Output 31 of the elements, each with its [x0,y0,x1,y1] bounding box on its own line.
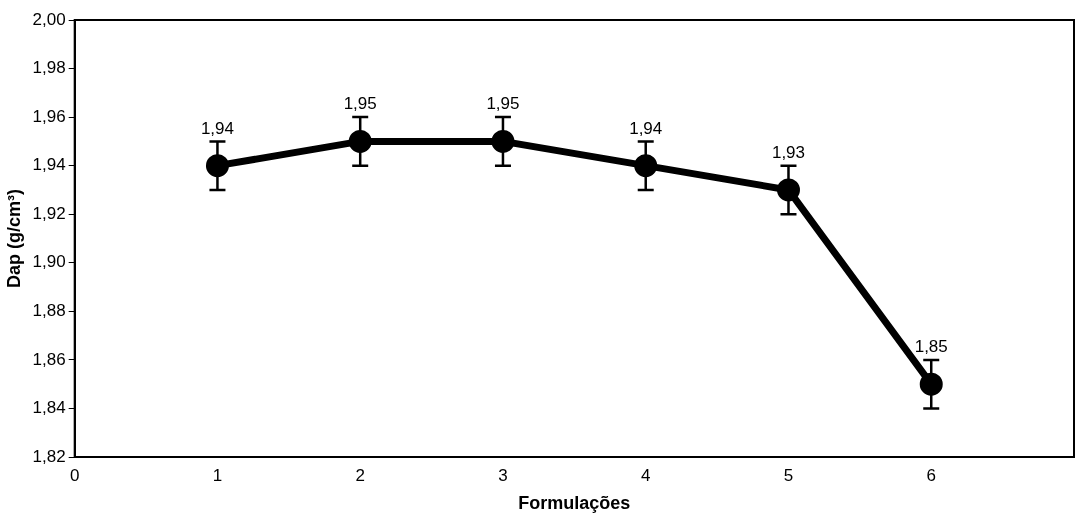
y-tick-label: 1,88 [32,301,66,321]
x-tick-label: 6 [926,465,936,485]
point [491,129,515,153]
x-tick-label: 2 [355,465,365,485]
y-tick-label: 1,90 [32,252,66,272]
x-tick-label: 4 [640,465,651,485]
y-tick-label: 1,86 [32,349,66,369]
x-tick-label: 3 [498,465,508,485]
y-tick-label: 2,00 [32,9,66,29]
data-label: 1,94 [629,118,663,138]
point [919,372,943,396]
point [776,178,800,202]
data-label: 1,85 [914,337,948,357]
y-tick-label: 1,84 [32,398,66,418]
y-tick-label: 1,92 [32,203,66,223]
point [634,154,658,178]
x-axis-title: Formulações [518,493,631,514]
data-label: 1,95 [343,94,377,114]
point [205,154,229,178]
y-tick-label: 1,82 [32,446,66,466]
y-tick-label: 1,94 [32,155,66,175]
data-label: 1,94 [200,118,234,138]
x-tick-label: 0 [69,465,80,485]
point [348,129,372,153]
y-tick-label: 1,96 [32,106,66,126]
data-label: 1,95 [486,94,520,114]
data-label: 1,93 [771,142,806,162]
y-tick-label: 1,98 [32,58,66,78]
x-tick-label: 5 [783,465,794,485]
y-axis-title: Dap (g/cm³) [3,188,24,288]
x-tick-label: 1 [212,465,223,485]
